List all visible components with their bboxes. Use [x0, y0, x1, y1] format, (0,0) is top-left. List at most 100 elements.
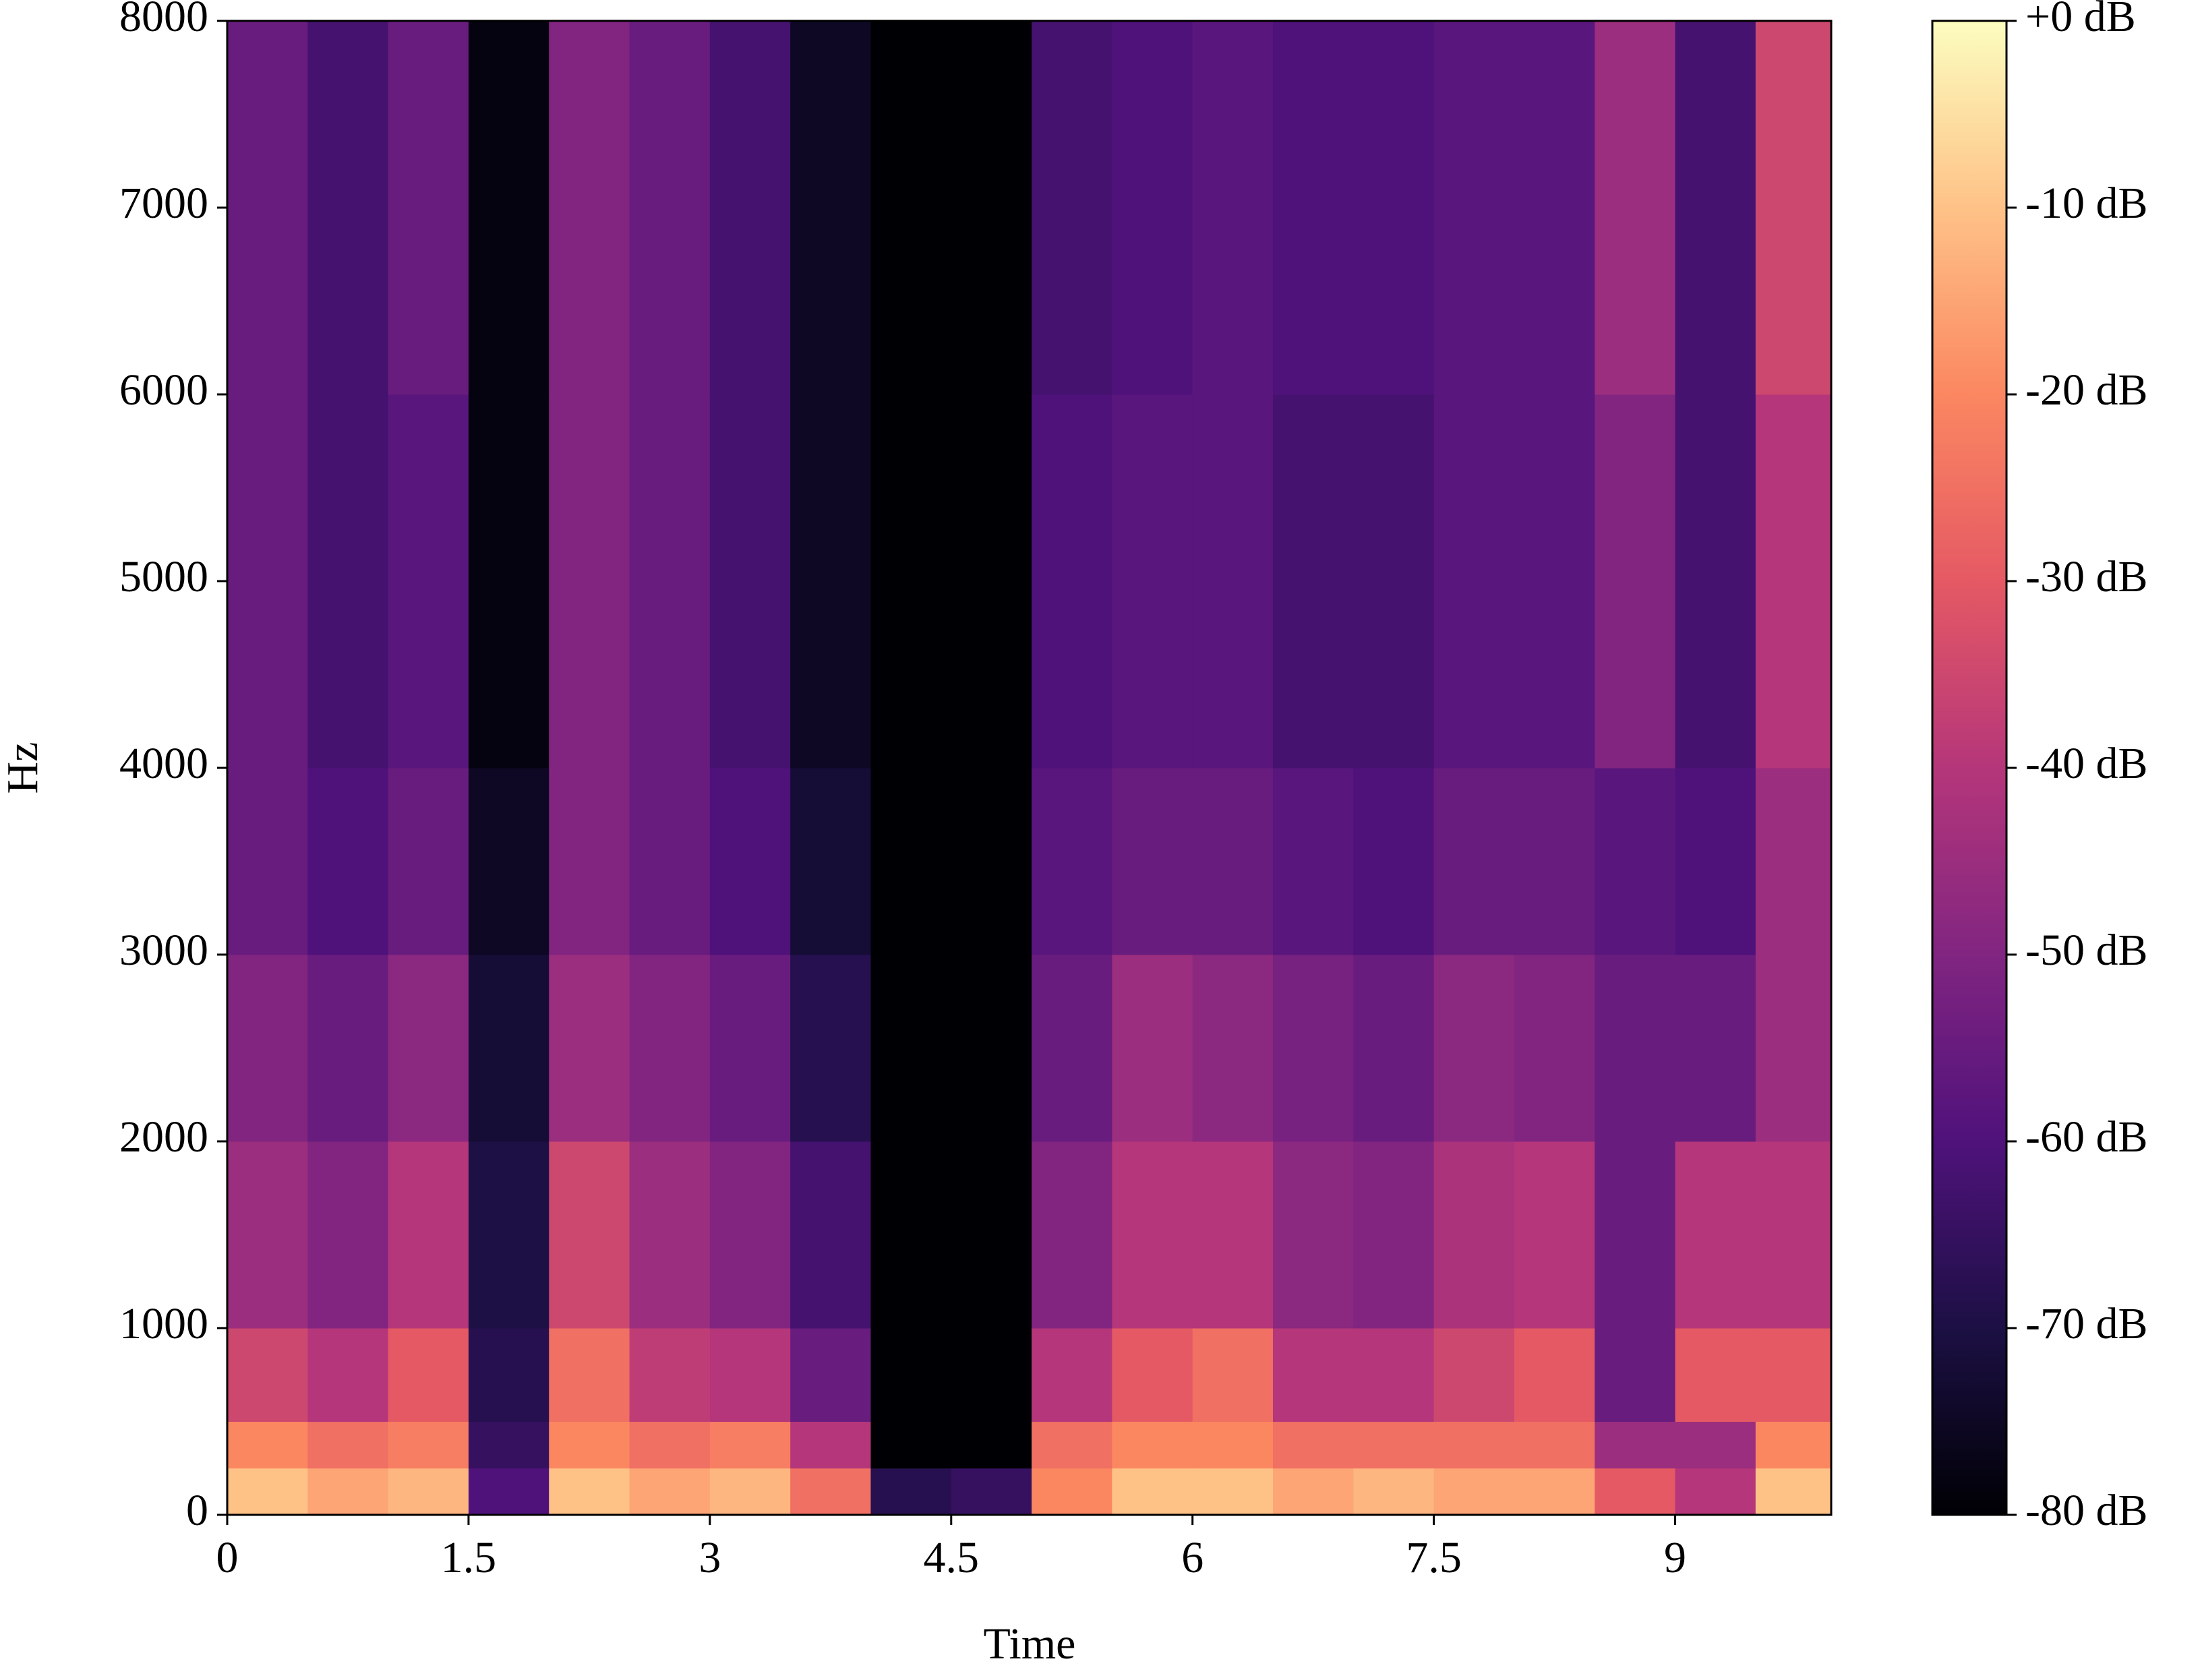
cell	[468, 1141, 549, 1329]
cell	[951, 394, 1032, 769]
x-tick-label: 7.5	[1406, 1533, 1462, 1582]
cell	[307, 1421, 389, 1469]
cell	[1112, 21, 1193, 395]
cell	[1353, 1421, 1435, 1469]
spectrogram	[227, 21, 1832, 1516]
cell	[1595, 1468, 1676, 1516]
cell	[388, 768, 469, 955]
cell	[870, 1421, 952, 1469]
cell	[307, 394, 389, 769]
cell	[1273, 955, 1354, 1142]
cell	[1675, 1421, 1756, 1469]
cell	[629, 1421, 711, 1469]
cell	[1032, 1421, 1112, 1469]
cell	[709, 1328, 791, 1422]
y-tick-label: 8000	[119, 0, 208, 41]
cell	[388, 1468, 469, 1516]
cell	[468, 1468, 549, 1516]
cell	[1675, 394, 1756, 769]
cell	[1273, 21, 1354, 395]
cell	[1755, 1328, 1832, 1422]
x-tick-label: 9	[1664, 1533, 1686, 1582]
cell	[709, 955, 791, 1142]
cell	[1112, 1328, 1193, 1422]
cell	[790, 394, 871, 769]
cell	[1514, 21, 1595, 395]
cell	[1433, 768, 1515, 955]
cell	[629, 1328, 711, 1422]
cell	[1353, 394, 1435, 769]
cell	[549, 768, 630, 955]
cell	[388, 394, 469, 769]
cell	[951, 768, 1032, 955]
cell	[1353, 1328, 1435, 1422]
cell	[388, 1141, 469, 1329]
colorbar-tick-label: -70 dB	[2025, 1299, 2148, 1348]
colorbar-tick-label: -20 dB	[2025, 365, 2148, 415]
colorbar-tick-label: -50 dB	[2025, 926, 2148, 975]
cell	[1755, 768, 1832, 955]
cell	[1353, 955, 1435, 1142]
cell	[549, 21, 630, 395]
cell	[1514, 955, 1595, 1142]
cell	[1755, 1141, 1832, 1329]
cell	[870, 1328, 952, 1422]
cell	[1353, 1468, 1435, 1516]
x-tick-label: 6	[1181, 1533, 1203, 1582]
cell	[1595, 1421, 1676, 1469]
cell	[468, 21, 549, 395]
cell	[1595, 955, 1676, 1142]
cell	[709, 1421, 791, 1469]
cell	[1192, 1141, 1274, 1329]
cell	[1675, 1468, 1756, 1516]
cell	[1433, 1141, 1515, 1329]
cell	[1273, 1468, 1354, 1516]
cell	[1755, 1421, 1832, 1469]
cell	[549, 1141, 630, 1329]
cell	[1755, 21, 1832, 395]
cell	[1112, 768, 1193, 955]
cell	[1755, 955, 1832, 1142]
cell	[790, 1141, 871, 1329]
y-axis-label: Hz	[0, 742, 47, 794]
cell	[629, 1141, 711, 1329]
cell	[1032, 394, 1112, 769]
cell	[1192, 768, 1274, 955]
cell	[1032, 1468, 1112, 1516]
cell	[790, 1468, 871, 1516]
cell	[1675, 955, 1756, 1142]
x-tick-label: 4.5	[924, 1533, 980, 1582]
cell	[709, 1468, 791, 1516]
cell	[1514, 1468, 1595, 1516]
cell	[1192, 1421, 1274, 1469]
cell	[951, 1468, 1032, 1516]
cell	[790, 1328, 871, 1422]
cell	[549, 1421, 630, 1469]
cell	[951, 955, 1032, 1142]
cell	[307, 1468, 389, 1516]
cell	[1433, 955, 1515, 1142]
x-tick-label: 0	[216, 1533, 239, 1582]
cell	[629, 768, 711, 955]
cell	[1273, 1421, 1354, 1469]
cell	[1273, 394, 1354, 769]
cell	[468, 1328, 549, 1422]
cell	[1192, 1328, 1274, 1422]
cell	[709, 21, 791, 395]
cell	[1675, 21, 1756, 395]
cell	[227, 1421, 308, 1469]
y-tick-label: 2000	[119, 1112, 208, 1162]
cell	[1112, 1141, 1193, 1329]
cell	[227, 1468, 308, 1516]
cell	[951, 1141, 1032, 1329]
cell	[790, 21, 871, 395]
cell	[468, 1421, 549, 1469]
cell	[1755, 1468, 1832, 1516]
cell	[1514, 1421, 1595, 1469]
cell	[1353, 21, 1435, 395]
cell	[1032, 21, 1112, 395]
cell	[1032, 1328, 1112, 1422]
cell	[388, 21, 469, 395]
cell	[951, 1328, 1032, 1422]
cell	[870, 768, 952, 955]
